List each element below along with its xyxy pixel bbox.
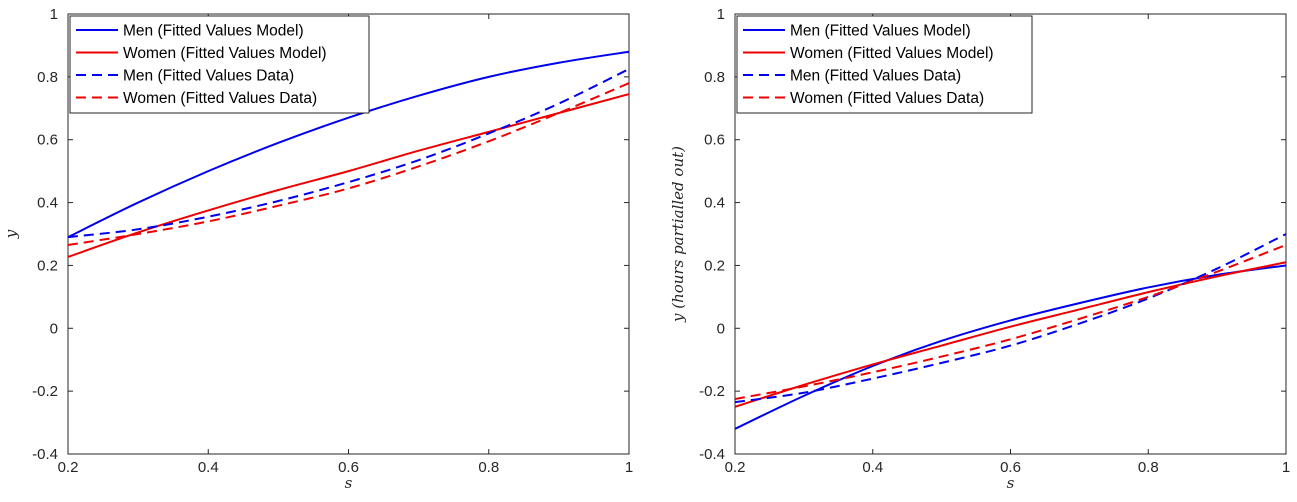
series-line-3 <box>68 68 629 239</box>
series-line-1 <box>735 264 1286 430</box>
y-tick-label: 0.6 <box>37 132 58 149</box>
legend-entry: Women (Fitted Values Model) <box>123 45 327 62</box>
x-tick-label: 1 <box>625 459 633 476</box>
series-line-4 <box>68 82 629 246</box>
legend-entry: Women (Fitted Values Model) <box>790 45 994 62</box>
y-tick-label: 0 <box>50 320 58 337</box>
right-chart: 0.2 0.4 0.6 0.8 1 -0.4 -0.2 0 0.2 0.4 0.6 0.8 1 s y (h… <box>669 6 1290 492</box>
series-line-3 <box>735 233 1286 404</box>
y-tick-label: 1 <box>50 6 58 23</box>
y-tick-label: 1 <box>717 6 725 23</box>
x-tick-label: 0.6 <box>1000 459 1021 476</box>
y-tick-label: 0 <box>717 320 725 337</box>
x-tick-label: 0.8 <box>1138 459 1159 476</box>
y-tick-label: 0.6 <box>704 132 725 149</box>
y-tick-label: -0.4 <box>699 446 725 463</box>
series-line-1 <box>68 50 629 239</box>
y-tick-label: -0.2 <box>699 383 725 400</box>
x-axis-label: s <box>345 474 353 492</box>
y-tick-label: 0.8 <box>37 69 58 86</box>
y-tick-label: -0.2 <box>32 383 58 400</box>
x-tick-label: 0.4 <box>198 459 219 476</box>
x-tick-label: 0.8 <box>478 459 499 476</box>
y-tick-label: -0.4 <box>32 446 58 463</box>
y-tick-label: 0.4 <box>704 195 725 212</box>
y-tick-label: 0.8 <box>704 69 725 86</box>
series-line-2 <box>68 93 629 258</box>
y-tick-label: 0.2 <box>37 257 58 274</box>
x-tick-label: 0.2 <box>58 459 79 476</box>
x-tick-label: 0.4 <box>862 459 883 476</box>
legend-entry: Men (Fitted Values Model) <box>123 23 304 40</box>
x-tick-label: 0.2 <box>725 459 746 476</box>
legend: Men (Fitted Values Model) Women (Fitted V… <box>736 15 1033 114</box>
x-axis-label: s <box>1007 474 1015 492</box>
left-chart: 0.2 0.4 0.6 0.8 1 -0.4 -0.2 0 0.2 0.4 0.6 0.8 1 s y Men… <box>2 6 633 492</box>
legend-entry: Men (Fitted Values Data) <box>790 68 961 85</box>
series-line-2 <box>735 261 1286 408</box>
y-axis-label: y <box>2 229 20 239</box>
y-tick-label: 0.2 <box>704 257 725 274</box>
legend-entry: Women (Fitted Values Data) <box>790 90 984 107</box>
x-tick-label: 0.6 <box>338 459 359 476</box>
legend: Men (Fitted Values Model) Women (Fitted V… <box>69 15 370 114</box>
legend-box <box>736 15 1033 114</box>
legend-entry: Women (Fitted Values Data) <box>123 90 317 107</box>
x-tick-label: 1 <box>1282 459 1290 476</box>
legend-entry: Men (Fitted Values Data) <box>123 68 294 85</box>
series-line-4 <box>735 244 1286 400</box>
y-tick-label: 0.4 <box>37 195 58 212</box>
legend-box <box>69 15 370 114</box>
y-axis-label: y (hours partialled out) <box>669 146 687 323</box>
legend-entry: Men (Fitted Values Model) <box>790 23 971 40</box>
